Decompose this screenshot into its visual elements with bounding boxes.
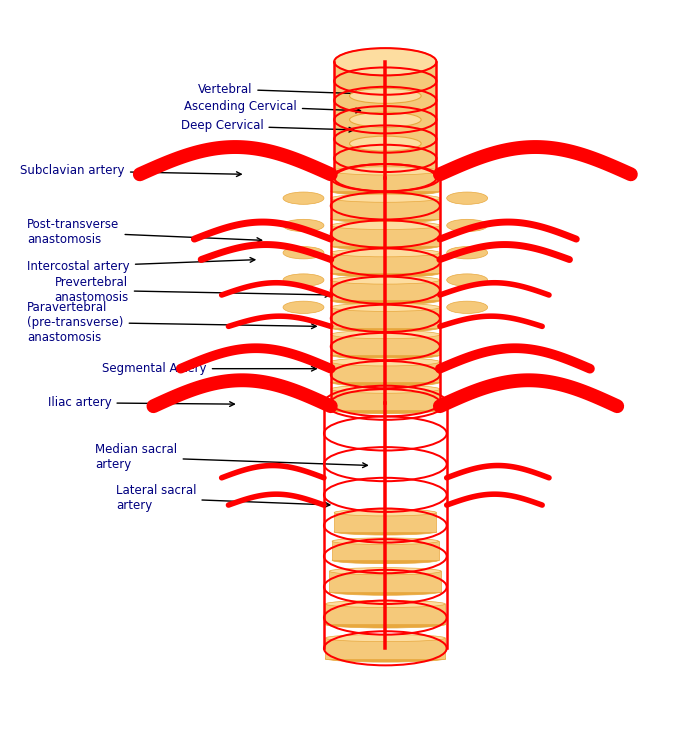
Text: Ascending Cervical: Ascending Cervical (184, 100, 361, 113)
Ellipse shape (283, 246, 324, 259)
Text: Paravertebral
(pre-transverse)
anastomosis: Paravertebral (pre-transverse) anastomos… (27, 301, 316, 344)
Ellipse shape (334, 509, 436, 516)
Text: Prevertebral
anastomosis: Prevertebral anastomosis (55, 276, 330, 304)
Ellipse shape (331, 406, 440, 414)
Ellipse shape (331, 249, 440, 257)
Text: Intercostal artery: Intercostal artery (27, 258, 255, 273)
Ellipse shape (325, 600, 445, 608)
Ellipse shape (331, 303, 440, 312)
Ellipse shape (349, 112, 421, 127)
Ellipse shape (331, 187, 440, 195)
Ellipse shape (329, 568, 441, 575)
Bar (334, 513, 436, 532)
Bar (331, 307, 440, 327)
Ellipse shape (331, 385, 440, 394)
Ellipse shape (332, 538, 439, 544)
Bar (331, 253, 440, 273)
Ellipse shape (331, 351, 440, 359)
Bar (331, 280, 440, 300)
Ellipse shape (331, 215, 440, 223)
Bar (331, 198, 440, 219)
Ellipse shape (329, 588, 441, 596)
Ellipse shape (283, 301, 324, 313)
Bar (331, 335, 440, 355)
Text: Lateral sacral
artery: Lateral sacral artery (116, 484, 330, 512)
Ellipse shape (349, 89, 421, 104)
Ellipse shape (325, 635, 445, 641)
Ellipse shape (447, 192, 488, 204)
Text: Subclavian artery: Subclavian artery (20, 164, 241, 177)
Ellipse shape (325, 621, 445, 628)
Ellipse shape (447, 274, 488, 286)
Ellipse shape (331, 324, 440, 332)
Bar (331, 225, 440, 246)
Ellipse shape (325, 655, 445, 662)
Ellipse shape (331, 242, 440, 250)
Bar (331, 389, 440, 409)
Ellipse shape (331, 269, 440, 277)
Bar (325, 638, 445, 659)
Bar (325, 604, 445, 624)
Text: Iliac artery: Iliac artery (48, 397, 235, 409)
Bar (329, 572, 441, 592)
Ellipse shape (283, 274, 324, 286)
Ellipse shape (283, 192, 324, 204)
Ellipse shape (334, 48, 436, 75)
Bar (332, 541, 439, 560)
Text: Post-transverse
anastomosis: Post-transverse anastomosis (27, 219, 262, 246)
Text: Vertebral: Vertebral (198, 83, 361, 96)
Ellipse shape (283, 219, 324, 231)
Ellipse shape (331, 222, 440, 230)
Ellipse shape (447, 219, 488, 231)
Ellipse shape (349, 136, 421, 151)
Bar (331, 171, 440, 192)
Text: Deep Cervical: Deep Cervical (181, 119, 354, 132)
Text: Segmental Artery: Segmental Artery (102, 362, 316, 376)
Ellipse shape (334, 529, 436, 535)
Ellipse shape (332, 557, 439, 564)
Ellipse shape (447, 301, 488, 313)
Bar (331, 362, 440, 382)
Ellipse shape (447, 246, 488, 259)
Ellipse shape (331, 167, 440, 175)
Ellipse shape (331, 379, 440, 387)
Ellipse shape (331, 276, 440, 284)
Ellipse shape (331, 194, 440, 202)
Bar (334, 62, 436, 178)
Ellipse shape (331, 357, 440, 366)
Text: Median sacral
artery: Median sacral artery (95, 443, 368, 472)
Ellipse shape (331, 297, 440, 305)
Ellipse shape (331, 330, 440, 339)
